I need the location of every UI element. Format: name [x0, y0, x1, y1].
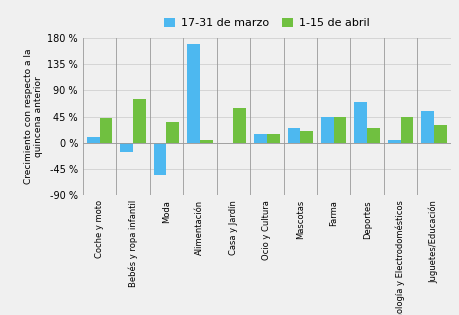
Bar [433, 125, 446, 143]
Bar [253, 134, 266, 143]
Bar [99, 118, 112, 143]
Bar [354, 102, 366, 143]
Bar [233, 108, 246, 143]
Bar [266, 134, 279, 143]
Bar [287, 128, 300, 143]
Legend: 17-31 de marzo, 1-15 de abril: 17-31 de marzo, 1-15 de abril [162, 16, 371, 31]
Bar [333, 117, 346, 143]
Bar [300, 131, 312, 143]
Bar [87, 137, 99, 143]
Bar [200, 140, 212, 143]
Bar [366, 128, 379, 143]
Bar [400, 117, 413, 143]
Bar [420, 111, 433, 143]
Bar [153, 143, 166, 175]
Y-axis label: Crecimiento con respecto a la
quincena anterior: Crecimiento con respecto a la quincena a… [23, 49, 43, 184]
Bar [120, 143, 133, 152]
Bar [320, 117, 333, 143]
Bar [166, 123, 179, 143]
Bar [187, 44, 200, 143]
Bar [133, 99, 146, 143]
Bar [387, 140, 400, 143]
